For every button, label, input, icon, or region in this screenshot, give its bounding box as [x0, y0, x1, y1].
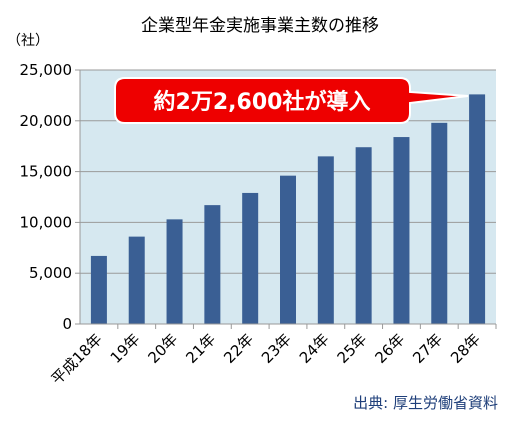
x-tick-label: 28年: [447, 330, 484, 367]
x-tick-label: 25年: [334, 330, 371, 367]
bar: [280, 175, 296, 324]
bar: [242, 192, 259, 324]
x-tick-label: 19年: [107, 330, 144, 367]
y-tick-label: 15,000: [20, 163, 73, 181]
x-tick-label: 21年: [182, 330, 219, 367]
x-tick-label: 26年: [371, 330, 408, 367]
bar: [431, 122, 448, 324]
y-axis-unit-label: （社）: [7, 33, 49, 49]
y-tick-label: 20,000: [20, 112, 73, 130]
x-axis-ticks: 平成18年 19年 20年 21年 22年 23年 24年 25年 26年 27年 28年: [48, 324, 497, 388]
callout-text: 約2万2,600社が導入: [154, 89, 371, 115]
bar: [166, 219, 183, 324]
y-tick-label: 5,000: [29, 264, 72, 282]
y-axis-ticks: 0 5,000 10,000 15,000 20,000 25,000: [20, 61, 80, 333]
x-tick-label: 20年: [145, 330, 182, 367]
y-tick-label: 0: [62, 315, 72, 333]
bar: [393, 137, 410, 324]
y-tick-label: 25,000: [20, 61, 73, 79]
y-tick-label: 10,000: [20, 213, 73, 231]
x-tick-label: 27年: [409, 330, 446, 367]
bar: [128, 236, 145, 324]
callout-bubble: [114, 77, 469, 124]
x-tick-label: 平成18年: [48, 330, 106, 388]
source-note: 出典: 厚生労働省資料: [353, 394, 498, 412]
bar: [204, 205, 221, 324]
x-tick-label: 22年: [220, 330, 257, 367]
x-tick-label: 24年: [296, 330, 333, 367]
bar: [317, 156, 334, 324]
bar: [355, 147, 372, 324]
x-tick-label: 23年: [258, 330, 295, 367]
bar: [469, 94, 486, 324]
bar: [90, 255, 107, 324]
bars: [90, 94, 486, 324]
callout: 約2万2,600社が導入: [114, 77, 469, 124]
chart-title: 企業型年金実施事業主数の推移: [141, 16, 379, 36]
